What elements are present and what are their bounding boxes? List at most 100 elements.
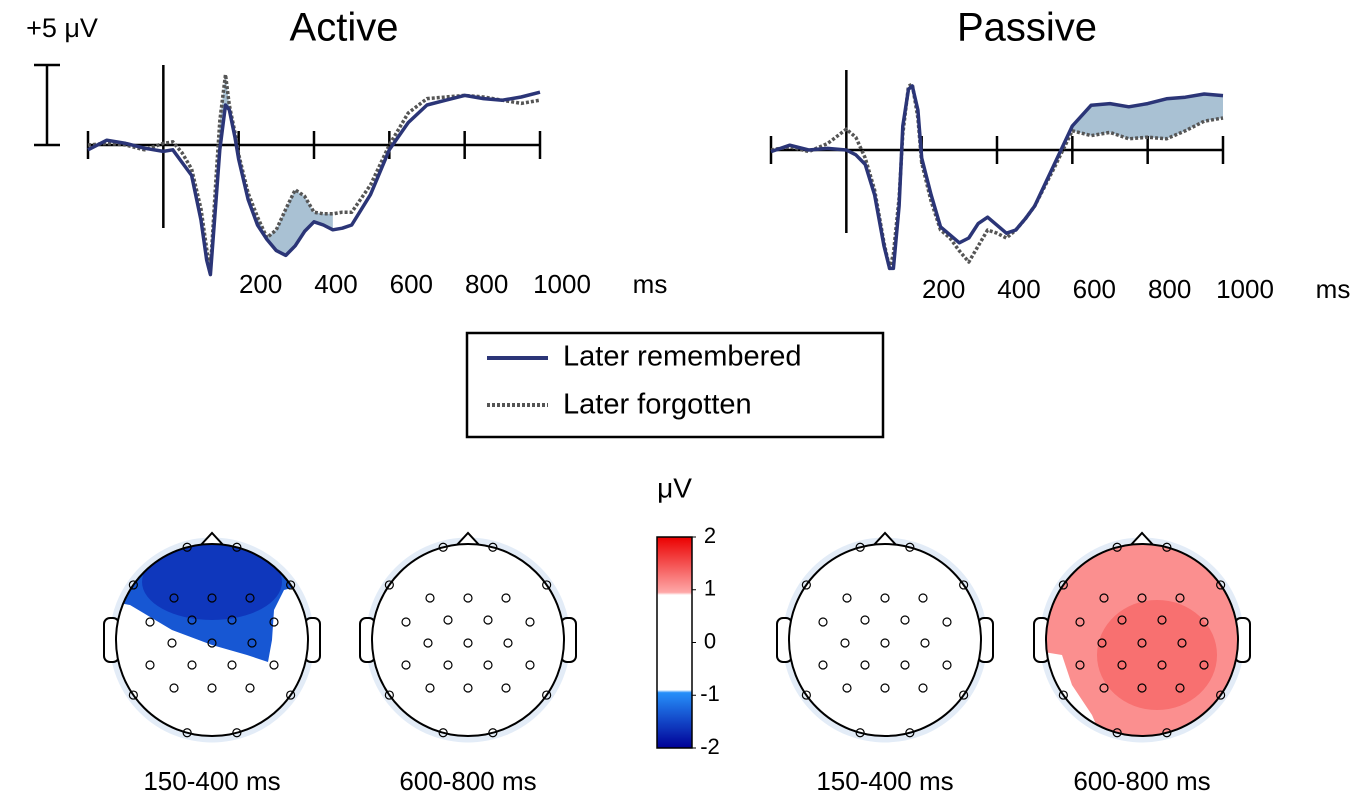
electrode — [384, 690, 394, 700]
electrode — [1175, 683, 1185, 693]
scale-bar-label: +5 μV — [26, 13, 98, 43]
colorbar-label: μV — [657, 472, 692, 503]
electrode — [918, 683, 928, 693]
electrode — [905, 728, 915, 738]
electrode — [842, 593, 852, 603]
electrode — [1112, 728, 1122, 738]
electrode — [801, 580, 811, 590]
colorbar-tick-label: 2 — [704, 523, 716, 548]
x-axis-label: ms — [1316, 274, 1351, 304]
colorbar-tick-label: 1 — [704, 576, 716, 601]
electrode — [401, 660, 411, 670]
electrode — [232, 542, 242, 552]
electrode — [1137, 638, 1147, 648]
electrode — [942, 617, 952, 627]
legend-label: Later remembered — [563, 341, 802, 373]
electrode — [1137, 593, 1147, 603]
electrode — [818, 617, 828, 627]
electrode — [1075, 617, 1085, 627]
topomap — [103, 531, 321, 743]
electrode — [145, 660, 155, 670]
electrode — [880, 638, 890, 648]
electrode — [128, 690, 138, 700]
chart-title: Active — [290, 6, 399, 50]
topomap-label: 150-400 ms — [143, 766, 280, 796]
electrode — [182, 542, 192, 552]
erp-line — [770, 82, 1224, 271]
electrode — [501, 683, 511, 693]
difference-area — [1072, 94, 1223, 139]
electrode — [503, 638, 513, 648]
electrode — [247, 638, 257, 648]
electrode — [855, 728, 865, 738]
electrode — [423, 638, 433, 648]
electrode — [1137, 683, 1147, 693]
chart-title: Passive — [957, 6, 1097, 50]
electrode — [542, 690, 552, 700]
electrode — [269, 660, 279, 670]
electrode — [1162, 542, 1172, 552]
electrode — [525, 617, 535, 627]
x-tick-label: 200 — [922, 274, 965, 304]
electrode — [207, 683, 217, 693]
electrode — [1058, 580, 1068, 590]
electrode — [900, 660, 910, 670]
electrode — [232, 728, 242, 738]
erp-line — [87, 90, 541, 277]
topomap — [359, 531, 577, 743]
electrode — [860, 615, 870, 625]
x-tick-label: 800 — [465, 269, 508, 299]
head-outline — [1045, 543, 1239, 737]
head — [789, 544, 981, 736]
electrode — [145, 617, 155, 627]
electrode — [1216, 690, 1226, 700]
electrode — [207, 638, 217, 648]
erp-line — [87, 72, 541, 272]
electrode — [286, 690, 296, 700]
electrode — [801, 690, 811, 700]
electrode — [245, 593, 255, 603]
x-tick-label: 400 — [997, 274, 1040, 304]
electrode — [1075, 660, 1085, 670]
topo-effect-core — [1097, 600, 1217, 710]
electrode — [463, 683, 473, 693]
electrode — [942, 660, 952, 670]
electrode — [443, 660, 453, 670]
electrode — [438, 542, 448, 552]
electrode — [286, 580, 296, 590]
electrode — [1117, 615, 1127, 625]
electrode — [169, 683, 179, 693]
electrode — [1216, 580, 1226, 590]
head — [372, 544, 564, 736]
electrode — [187, 660, 197, 670]
electrode — [488, 728, 498, 738]
electrode — [488, 542, 498, 552]
electrode — [1112, 542, 1122, 552]
electrode — [1117, 660, 1127, 670]
electrode — [1099, 683, 1109, 693]
electrode — [1157, 660, 1167, 670]
head-outline — [371, 543, 565, 737]
difference-area — [257, 189, 333, 256]
electrode — [880, 593, 890, 603]
colorbar — [656, 536, 693, 749]
electrode — [182, 728, 192, 738]
electrode — [438, 728, 448, 738]
topomap-label: 150-400 ms — [816, 766, 953, 796]
x-axis-label: ms — [633, 269, 668, 299]
electrode — [855, 542, 865, 552]
electrode — [840, 638, 850, 648]
legend-label: Later forgotten — [563, 389, 752, 421]
colorbar-tick-label: -2 — [700, 734, 720, 759]
colorbar-tick-label: 0 — [704, 628, 716, 653]
electrode — [227, 660, 237, 670]
electrode — [959, 690, 969, 700]
electrode — [918, 593, 928, 603]
difference-area — [210, 74, 230, 275]
electrode — [483, 660, 493, 670]
x-tick-label: 400 — [314, 269, 357, 299]
legend-box — [465, 331, 885, 439]
electrode — [269, 617, 279, 627]
head-outline — [788, 543, 982, 737]
electrode — [1099, 593, 1109, 603]
